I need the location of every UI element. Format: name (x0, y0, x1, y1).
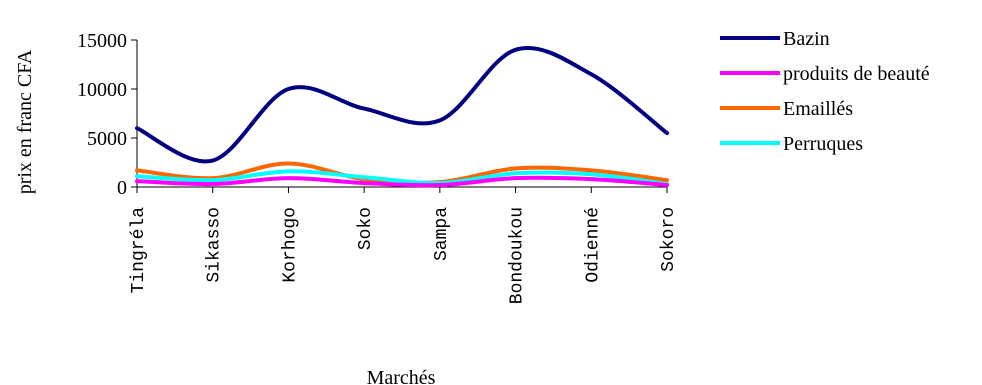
legend-item: Bazin (720, 28, 830, 50)
y-ticks: 0 5000 10000 15000 (77, 30, 137, 199)
y-axis-title: prix en franc CFA (14, 49, 36, 194)
x-tick-label: Sikasso (205, 207, 225, 283)
x-tick-label: Sokoro (659, 207, 679, 272)
x-tick-label: Bondoukou (508, 207, 528, 304)
series-line-bazin (135, 46, 669, 164)
legend-label: produits de beauté (783, 63, 930, 85)
x-tick-label: Tingréla (129, 207, 149, 294)
y-tick-label: 15000 (77, 30, 127, 52)
legend-item: produits de beauté (720, 63, 930, 85)
y-tick-label: 10000 (77, 79, 127, 101)
x-ticks: Tingréla Sikasso Korhogo Soko Sampa Bondoukou… (129, 187, 679, 304)
y-tick-label: 0 (117, 177, 127, 199)
x-tick-label: Soko (356, 207, 376, 250)
x-tick-label: Sampa (432, 207, 452, 261)
series-line-produits-de-beaute (135, 175, 669, 188)
legend: Bazin produits de beauté Emaillés Perruques (720, 28, 930, 155)
x-axis-title: Marchés (367, 367, 436, 385)
legend-item: Perruques (720, 133, 863, 155)
y-tick-label: 5000 (87, 128, 127, 150)
x-tick-label: Korhogo (280, 207, 300, 283)
legend-label: Bazin (783, 28, 830, 50)
legend-label: Perruques (783, 133, 863, 155)
legend-item: Emaillés (720, 98, 853, 120)
legend-label: Emaillés (783, 98, 853, 120)
x-tick-label: Odienné (583, 207, 603, 283)
series-lines (135, 46, 669, 188)
series-line-perruques (135, 169, 669, 187)
axes (136, 40, 667, 188)
